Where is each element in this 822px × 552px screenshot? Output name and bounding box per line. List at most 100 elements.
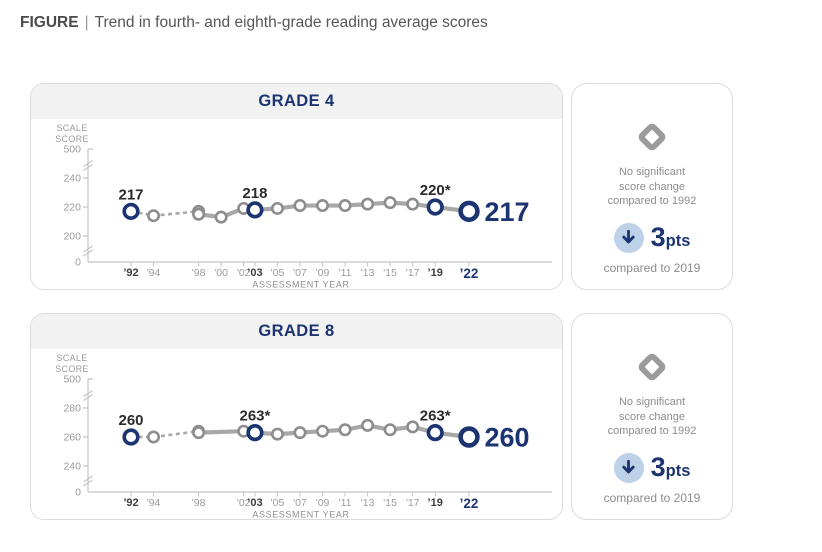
scale-score-label: SCALE SCORE [55,353,89,374]
no-change-line: score change [618,180,686,193]
figure-label: FIGURE [20,14,79,31]
point-value-label: 218 [242,185,267,202]
y-tick-label: 220 [63,202,81,214]
data-point-1998 [192,207,206,221]
x-tick-label: ’19 [428,497,443,509]
figure-title-text: Trend in fourth- and eighth-grade readin… [94,14,488,31]
grade4-title: GRADE 4 [31,84,562,119]
delta-note: compared to 2019 [603,490,701,505]
data-point-1998 [192,426,206,440]
no-change-text: No significant score change compared to … [608,395,697,439]
x-tick-label: ’22 [460,496,479,511]
data-point-2009 [316,199,330,213]
delta-note: compared to 2019 [603,260,701,275]
data-point-2005 [270,427,284,441]
x-tick-label: '09 [316,497,330,509]
no-significant-change-icon [638,353,666,381]
y-tick-label: 260 [63,432,81,444]
no-change-text: No significant score change compared to … [608,165,697,209]
x-tick-label: ’03 [247,497,262,509]
x-tick-label: '07 [293,267,307,279]
x-tick-label: '02 [237,497,251,509]
delta-value: 3 [650,452,666,483]
data-point-2019 [426,198,444,216]
x-tick-label: ’92 [123,267,138,279]
data-point-2000 [214,210,228,224]
score-change-row: 3 pts [613,222,691,253]
point-value-label: 220* [420,182,451,199]
data-point-2007 [293,426,307,440]
x-tick-label: '09 [316,267,330,279]
grade8-chart: SCALE SCORE 500 280 260 240 0 ’92 '94 '98 '02’03 '0… [31,349,562,519]
data-point-2015 [383,196,397,210]
data-point-2009 [316,424,330,438]
scale-score-label: SCALE SCORE [55,123,89,144]
figure-page: FIGURE | Trend in fourth- and eighth-grade… [0,0,822,520]
x-tick-label: '11 [339,497,352,509]
down-arrow-glyph [622,229,635,244]
point-value-label: 217 [118,186,143,203]
point-value-label-big: 217 [485,197,530,227]
grade4-summary-panel: No significant score change compared to … [571,83,733,290]
figure-title: FIGURE | Trend in fourth- and eighth-grade… [0,0,822,32]
data-point-2017 [406,197,420,211]
data-point-2015 [383,423,397,437]
data-point-2011 [338,199,352,213]
x-tick-label: '15 [383,267,397,279]
delta-unit: pts [665,232,691,251]
y-tick-label: 200 [63,231,81,243]
down-arrow-icon [613,222,644,253]
no-change-line: compared to 1992 [607,195,697,208]
data-point-2013 [361,197,375,211]
data-point-2017 [406,420,420,434]
grade4-chart: SCALE SCORE 500 240 220 200 0 ’92 '94 '98 '00 '02’0… [31,119,562,289]
x-tick-label: '98 [192,497,206,509]
figure-separator: | [84,14,89,31]
delta-unit: pts [665,462,691,481]
grade8-title: GRADE 8 [31,314,562,349]
x-tick-label: ’92 [123,497,138,509]
axis-break-mark [83,245,93,253]
grade8-row: GRADE 8 SCALE SCORE 500 280 260 240 0 ’92 '94 '98… [30,313,822,520]
delta-value: 3 [650,222,666,253]
x-tick-label: '17 [406,267,420,279]
axis-break-mark [83,390,93,397]
data-point-2019 [426,424,444,442]
figure-rows: GRADE 4 SCALE SCORE 500 240 220 200 0’92'94'98… [30,83,822,520]
x-tick-label: '05 [271,267,285,279]
down-arrow-icon [613,452,644,483]
x-tick-label: '98 [192,267,206,279]
axis-break-mark [83,394,93,401]
score-change-row: 3 pts [613,452,691,483]
x-tick-label: '00 [214,267,228,279]
data-point-2007 [293,199,307,213]
axis-break-mark [83,160,93,167]
data-point-1994 [147,209,161,223]
data-point-1992 [122,202,140,220]
point-value-label: 263* [420,408,451,425]
y-tick-label: 280 [63,403,81,415]
x-tick-label: '94 [147,267,161,279]
grade8-chart-panel: GRADE 8 SCALE SCORE 500 280 260 240 0 ’92 '94 '98… [30,313,563,520]
data-point-2011 [338,423,352,437]
data-point-2013 [361,418,375,432]
grade4-row: GRADE 4 SCALE SCORE 500 240 220 200 0 ’92 '94 '98… [30,83,822,290]
data-point-2022 [458,200,480,223]
no-change-line: score change [618,410,686,423]
x-tick-label: '13 [361,267,375,279]
point-value-label: 260 [118,412,143,429]
x-tick-label: '17 [406,497,420,509]
trend-line-dashed [130,210,199,218]
point-value-label-big: 260 [485,423,530,453]
y-tick-label: 0 [75,487,81,499]
y-tick-label: 0 [75,257,81,269]
grade8-summary-panel: No significant score change compared to … [571,313,733,520]
axis-break-mark [83,479,93,487]
x-tick-label: ’19 [428,267,443,279]
trend-line-dashed [131,429,199,439]
delta-text: 3 pts [651,454,691,481]
delta-text: 3 pts [651,224,691,251]
data-point-2003 [246,201,264,219]
data-point-2022 [458,426,480,448]
